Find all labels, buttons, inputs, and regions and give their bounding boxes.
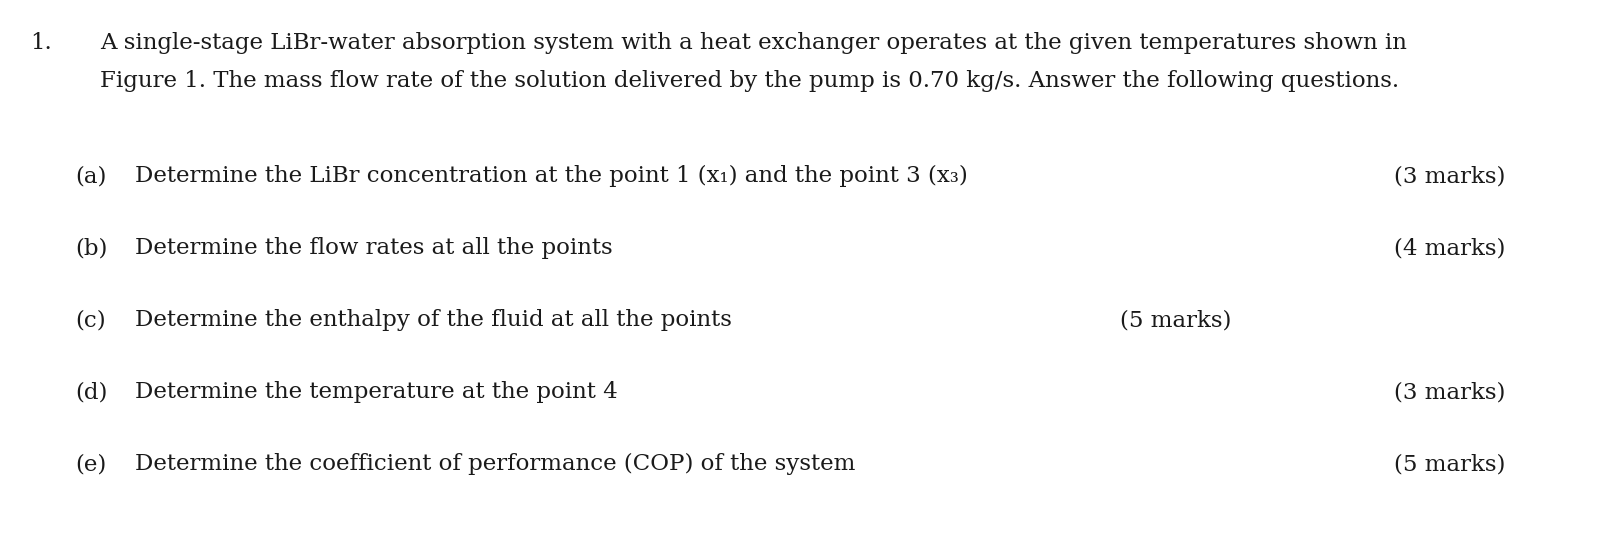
Text: 1.: 1. <box>31 32 52 54</box>
Text: (b): (b) <box>76 237 108 259</box>
Text: (a): (a) <box>76 165 106 187</box>
Text: (3 marks): (3 marks) <box>1394 381 1506 403</box>
Text: (5 marks): (5 marks) <box>1394 453 1506 475</box>
Text: (3 marks): (3 marks) <box>1394 165 1506 187</box>
Text: Determine the coefficient of performance (COP) of the system: Determine the coefficient of performance… <box>135 453 856 475</box>
Text: (c): (c) <box>76 309 106 331</box>
Text: (4 marks): (4 marks) <box>1394 237 1506 259</box>
Text: Determine the flow rates at all the points: Determine the flow rates at all the poin… <box>135 237 613 259</box>
Text: (e): (e) <box>76 453 106 475</box>
Text: Figure 1. The mass flow rate of the solution delivered by the pump is 0.70 kg/s.: Figure 1. The mass flow rate of the solu… <box>100 70 1399 92</box>
Text: A single-stage LiBr-water absorption system with a heat exchanger operates at th: A single-stage LiBr-water absorption sys… <box>100 32 1407 54</box>
Text: Determine the temperature at the point 4: Determine the temperature at the point 4 <box>135 381 617 403</box>
Text: Determine the enthalpy of the fluid at all the points: Determine the enthalpy of the fluid at a… <box>135 309 732 331</box>
Text: (d): (d) <box>76 381 108 403</box>
Text: (5 marks): (5 marks) <box>1120 309 1232 331</box>
Text: Determine the LiBr concentration at the point 1 (x₁) and the point 3 (x₃): Determine the LiBr concentration at the … <box>135 165 967 187</box>
